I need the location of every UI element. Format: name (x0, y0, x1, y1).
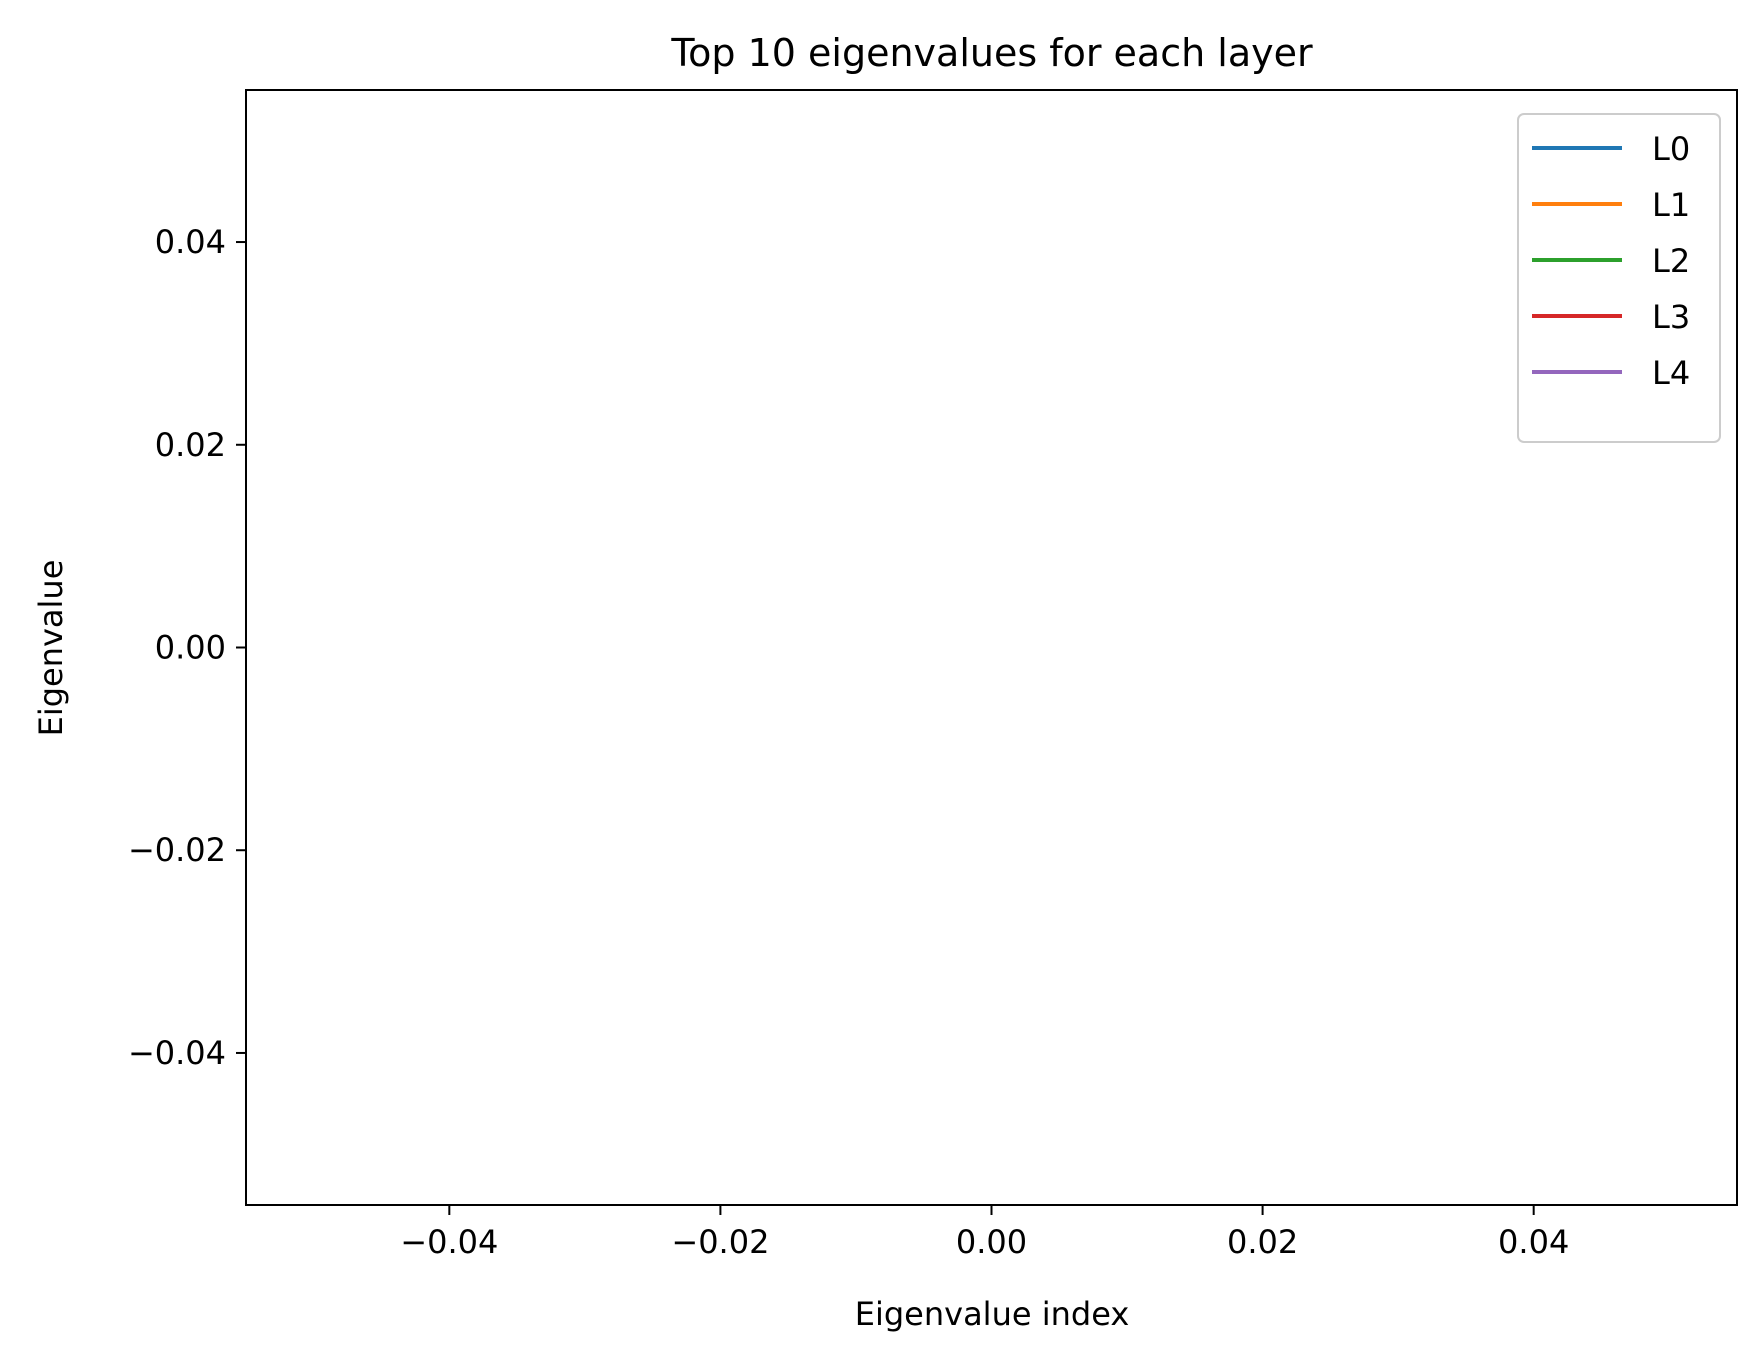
x-axis-ticks: −0.04 −0.02 0.00 0.02 0.04 (400, 1205, 1569, 1261)
legend-label-l3: L3 (1652, 298, 1690, 336)
y-tick-label: −0.02 (128, 831, 226, 869)
y-axis-label: Eigenvalue (32, 560, 70, 737)
x-tick-label: −0.04 (400, 1223, 498, 1261)
y-axis-ticks: −0.04 −0.02 0.00 0.02 0.04 (128, 223, 246, 1072)
y-tick-label: 0.04 (155, 223, 226, 261)
y-tick-label: 0.02 (155, 426, 226, 464)
x-axis-label: Eigenvalue index (855, 1295, 1130, 1333)
x-tick-label: 0.00 (956, 1223, 1027, 1261)
legend-label-l4: L4 (1652, 354, 1690, 392)
legend-label-l0: L0 (1652, 130, 1690, 168)
y-tick-label: −0.04 (128, 1034, 226, 1072)
legend-frame (1517, 113, 1721, 443)
y-tick-label: 0.00 (155, 629, 226, 667)
x-tick-label: 0.04 (1498, 1223, 1569, 1261)
plot-area (245, 89, 1738, 1206)
chart-title: Top 10 eigenvalues for each layer (670, 31, 1313, 75)
x-tick-label: −0.02 (671, 1223, 769, 1261)
legend-label-l1: L1 (1652, 186, 1690, 224)
x-tick-label: 0.02 (1227, 1223, 1298, 1261)
legend: L0 L1 L2 L3 L4 (1517, 113, 1721, 443)
legend-label-l2: L2 (1652, 242, 1690, 280)
